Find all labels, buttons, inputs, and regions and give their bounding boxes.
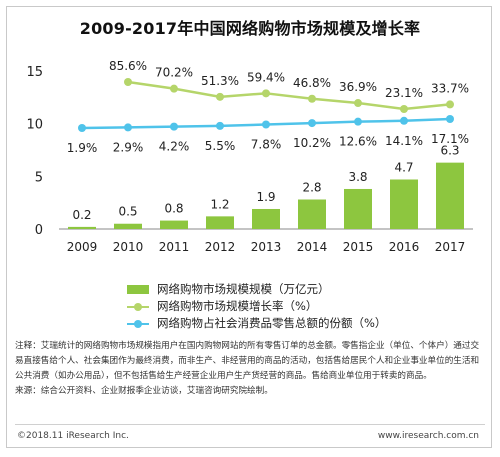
share-point <box>262 120 270 129</box>
y-tick-label: 5 <box>35 170 43 185</box>
bar <box>344 188 372 229</box>
legend-swatch-bar <box>127 285 149 294</box>
footer-copyright: ©2018.11 iResearch Inc. <box>17 431 129 441</box>
legend-item-growth-rate: 网络购物市场规模增长率（%） <box>127 298 386 315</box>
y-tick-label: 15 <box>26 65 43 80</box>
bar-value-label: 1.9 <box>256 190 275 204</box>
bar <box>114 223 142 229</box>
share-point <box>446 115 454 123</box>
bar <box>298 199 326 229</box>
growth-rate-point <box>400 105 408 113</box>
chart-notes: 注释：艾瑞统计的网络购物市场规模指用户在国内购物网站的所有零售订单的总金额。零售… <box>15 339 485 399</box>
growth-rate-value-label: 33.7% <box>431 81 469 95</box>
growth-rate-point <box>354 99 362 108</box>
y-tick-label: 0 <box>35 223 43 238</box>
bar-value-label: 1.2 <box>210 197 229 211</box>
chart-legend: 网络购物市场规模规模（万亿元） 网络购物市场规模增长率（%） 网络购物占社会消费… <box>127 281 386 332</box>
share-point <box>354 117 362 126</box>
growth-rate-point <box>262 89 270 98</box>
growth-rate-point <box>124 78 132 86</box>
x-tick-label: 2012 <box>205 240 236 254</box>
bar <box>160 220 188 229</box>
growth-rate-value-label: 59.4% <box>247 70 285 84</box>
bar-value-label: 2.8 <box>302 181 321 195</box>
share-value-label: 14.1% <box>385 134 423 148</box>
bar <box>390 179 418 229</box>
share-value-label: 5.5% <box>205 139 236 153</box>
x-tick-label: 2009 <box>67 240 98 254</box>
growth-rate-value-label: 36.9% <box>339 80 377 94</box>
growth-rate-value-label: 46.8% <box>293 76 331 90</box>
bar-value-label: 0.2 <box>72 208 91 222</box>
share-point <box>400 116 408 125</box>
notes-annotation: 注释：艾瑞统计的网络购物市场规模指用户在国内购物网站的所有零售订单的总金额。零售… <box>15 341 480 381</box>
share-point <box>216 121 224 130</box>
share-value-label: 7.8% <box>251 138 282 152</box>
bar <box>206 216 234 229</box>
bar-value-label: 0.5 <box>118 205 137 219</box>
growth-rate-point <box>170 84 178 93</box>
bar <box>436 162 464 229</box>
x-tick-label: 2017 <box>435 240 466 254</box>
share-point <box>170 122 178 131</box>
legend-item-share: 网络购物占社会消费品零售总额的份额（%） <box>127 315 386 332</box>
share-point <box>308 119 316 128</box>
bar-value-label: 0.8 <box>164 202 183 216</box>
legend-dot-share <box>134 320 142 328</box>
share-value-label: 4.2% <box>159 140 190 154</box>
chart-title: 2009-2017年中国网络购物市场规模及增长率 <box>79 19 421 38</box>
x-tick-label: 2014 <box>297 240 328 254</box>
legend-label-growth-rate: 网络购物市场规模增长率（%） <box>157 299 318 313</box>
growth-rate-point <box>216 92 224 101</box>
chart-plot: 0 5 10 15 2009 2010 2011 2012 2013 2014 2015 2016 20… <box>26 59 473 254</box>
bar-value-label: 6.3 <box>440 144 459 158</box>
share-point <box>78 124 86 132</box>
y-tick-label: 10 <box>26 118 43 133</box>
bar-value-label: 4.7 <box>394 160 413 174</box>
footer-divider <box>15 424 485 425</box>
x-tick-label: 2011 <box>159 240 190 254</box>
bar <box>252 208 280 229</box>
x-tick-label: 2010 <box>113 240 144 254</box>
x-tick-label: 2013 <box>251 240 282 254</box>
growth-rate-value-label: 70.2% <box>155 66 193 80</box>
share-point <box>124 123 132 132</box>
bar <box>68 226 96 229</box>
legend-item-market-size: 网络购物市场规模规模（万亿元） <box>127 281 386 298</box>
share-value-label: 12.6% <box>339 135 377 149</box>
growth-rate-point <box>446 100 454 109</box>
chart-frame: 2009-2017年中国网络购物市场规模及增长率 0 5 10 15 2009 2010 2… <box>6 6 492 448</box>
bar-value-label: 3.8 <box>348 170 367 184</box>
x-tick-label: 2016 <box>389 240 420 254</box>
growth-rate-value-label: 23.1% <box>385 86 423 100</box>
x-tick-label: 2015 <box>343 240 374 254</box>
growth-rate-value-label: 85.6% <box>109 59 147 73</box>
footer-website: www.iresearch.com.cn <box>377 431 479 441</box>
share-value-label: 2.9% <box>113 140 144 154</box>
legend-label-share: 网络购物占社会消费品零售总额的份额（%） <box>157 316 387 330</box>
legend-dot-growth <box>134 303 142 311</box>
growth-rate-point <box>308 94 316 103</box>
share-value-label: 10.2% <box>293 136 331 150</box>
growth-rate-line <box>127 80 451 111</box>
share-value-label: 17.1% <box>431 132 469 146</box>
growth-rate-value-label: 51.3% <box>201 74 239 88</box>
legend-label-market-size: 网络购物市场规模规模（万亿元） <box>157 282 330 296</box>
share-value-label: 1.9% <box>67 141 98 155</box>
notes-source: 来源：综合公开资料、企业财报季企业访谈，艾瑞咨询研究院绘制。 <box>15 386 273 396</box>
